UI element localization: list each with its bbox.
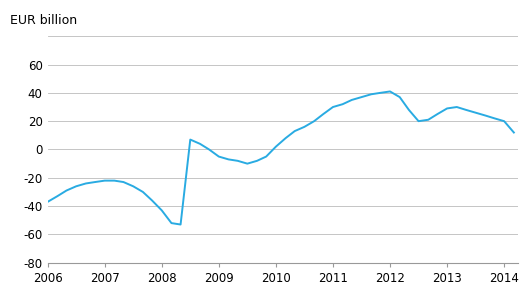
Text: EUR billion: EUR billion [10,14,77,27]
